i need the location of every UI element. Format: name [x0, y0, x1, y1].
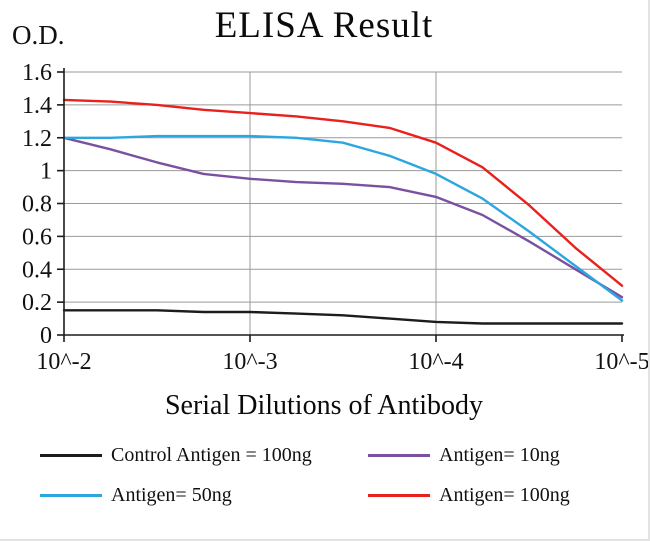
series-line-antigen-100ng: [62, 98, 624, 287]
y-tick-label: 0.8: [22, 192, 52, 218]
y-tick-label: 0.6: [22, 224, 52, 250]
legend-item-control-antigen-100ng: Control Antigen = 100ng: [40, 444, 368, 467]
x-tick-label: 10^-4: [408, 349, 463, 375]
legend-line-swatch: [40, 454, 102, 457]
x-tick-label: 10^-2: [36, 349, 91, 375]
y-tick-label: 0: [40, 323, 52, 349]
chart-legend: Control Antigen = 100ng Antigen= 10ng Anti…: [40, 444, 640, 524]
legend-label: Antigen= 50ng: [111, 484, 232, 506]
legend-row: Control Antigen = 100ng Antigen= 10ng: [40, 444, 640, 467]
legend-item-antigen-100ng: Antigen= 100ng: [368, 484, 570, 507]
series-line-antigen-10ng: [62, 136, 624, 299]
y-tick-label: 1: [40, 159, 52, 185]
y-tick-label: 1.4: [22, 93, 52, 119]
y-tick-label: 0.2: [22, 290, 52, 316]
y-tick-label: 1.6: [22, 60, 52, 86]
series-line-antigen-50ng: [62, 134, 624, 302]
legend-label: Antigen= 100ng: [439, 484, 570, 506]
series-line-control-antigen-100ng: [62, 309, 624, 325]
legend-line-swatch: [40, 494, 102, 497]
legend-line-swatch: [368, 454, 430, 457]
legend-item-antigen-10ng: Antigen= 10ng: [368, 444, 560, 467]
chart-title: ELISA Result: [214, 5, 434, 46]
legend-label: Control Antigen = 100ng: [111, 444, 312, 466]
legend-row: Antigen= 50ng Antigen= 100ng: [40, 484, 640, 507]
x-tick-label: 10^-5: [594, 349, 649, 375]
legend-label: Antigen= 10ng: [439, 444, 560, 466]
y-tick-label: 0.4: [22, 257, 52, 283]
y-axis-unit-label: O.D.: [12, 20, 65, 50]
legend-line-swatch: [368, 494, 430, 497]
line-chart-plot-area: 0 0.2 0.4 0.6 0.8 1 1.2 1.4 1.6 10^-2 10^-3 10^-4 10…: [22, 60, 649, 375]
legend-item-antigen-50ng: Antigen= 50ng: [40, 484, 368, 507]
y-tick-label: 1.2: [22, 126, 52, 152]
x-tick-label: 10^-3: [222, 349, 277, 375]
x-axis-title: Serial Dilutions of Antibody: [164, 390, 484, 421]
